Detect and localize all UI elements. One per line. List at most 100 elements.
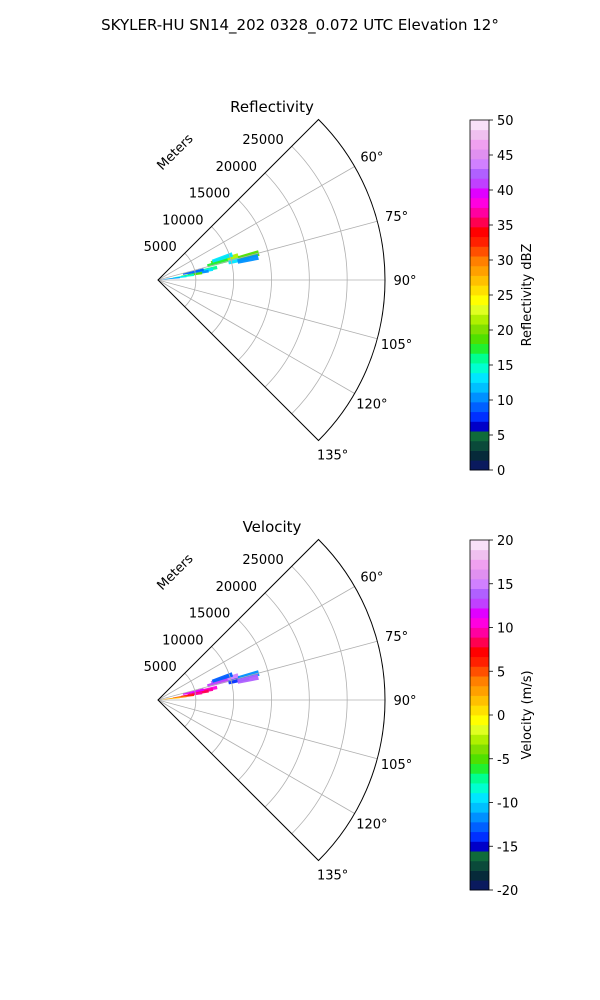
colorbar-segment <box>470 217 489 228</box>
colorbar-segment <box>470 812 489 823</box>
range-tick-label: 15000 <box>189 607 230 622</box>
colorbar-tick-label: 20 <box>497 534 514 549</box>
echo-cell <box>211 672 234 683</box>
colorbar-segment <box>470 783 489 794</box>
azimuth-tick-label: 60° <box>360 571 383 586</box>
colorbar-label: Velocity (m/s) <box>520 670 535 759</box>
colorbar-segment <box>470 401 489 413</box>
colorbar-segment <box>470 666 489 677</box>
colorbar-segment <box>470 149 489 160</box>
colorbar-segment <box>470 392 489 403</box>
colorbar-tick-label: 50 <box>497 114 514 129</box>
velocity-colorbar: -20 -15 -10 -5 0 5 10 15 20 Velocity (m/s) <box>469 534 535 899</box>
colorbar-segment <box>470 676 489 687</box>
azimuth-tick-label: 105° <box>381 758 412 773</box>
colorbar-segment <box>470 705 489 716</box>
colorbar-tick-label: 20 <box>497 324 514 339</box>
echo-cell <box>158 277 180 280</box>
colorbar-segment <box>470 265 489 276</box>
range-tick-label: 15000 <box>189 187 230 202</box>
colorbar-segment <box>470 627 489 638</box>
range-axis-label: Meters <box>155 131 197 173</box>
colorbar-segment <box>470 617 489 628</box>
azimuth-tick-label: 120° <box>356 398 387 413</box>
colorbar-segment <box>470 372 489 383</box>
echo-cell <box>158 697 180 700</box>
colorbar-segment <box>470 333 489 345</box>
azimuth-tick-label: 120° <box>356 818 387 833</box>
azimuth-tick-label: 135° <box>317 449 348 464</box>
colorbar-segment <box>470 246 489 257</box>
colorbar-segment <box>470 802 489 813</box>
colorbar-tick-label: 15 <box>497 578 514 593</box>
colorbar-segment <box>470 792 489 803</box>
echo-cell <box>182 688 204 695</box>
colorbar-tick-label: 25 <box>497 289 514 304</box>
colorbar-segment <box>470 207 489 218</box>
colorbar-segment <box>470 314 489 325</box>
colorbar-segment <box>470 343 489 354</box>
colorbar-segment <box>470 197 489 208</box>
azimuth-gridline <box>157 699 355 814</box>
azimuth-gridline <box>157 166 355 281</box>
colorbar-tick-label: 5 <box>497 665 505 680</box>
echo-cell <box>207 258 229 268</box>
colorbar-segment <box>470 724 489 735</box>
echo-cell <box>207 678 229 688</box>
colorbar-segment <box>470 324 489 335</box>
colorbar-segment <box>470 851 489 862</box>
colorbar-tick-label: 10 <box>497 394 514 409</box>
colorbar-segment <box>470 353 489 364</box>
colorbar-segment <box>470 578 489 590</box>
colorbar-tick-label: -15 <box>497 840 518 855</box>
reflectivity-colorbar: 0 5 10 15 20 25 30 35 40 45 50 Reflectivity dBZ <box>469 114 535 479</box>
colorbar-segment <box>470 695 489 706</box>
colorbar-segment <box>470 637 489 648</box>
colorbar-segment <box>470 715 489 726</box>
colorbar-segment <box>470 295 489 306</box>
range-tick-label: 10000 <box>162 213 203 228</box>
colorbar-tick-label: -5 <box>497 753 510 768</box>
colorbar-segment <box>470 168 489 179</box>
colorbar-segment <box>470 139 489 150</box>
echo-cell <box>237 674 259 684</box>
colorbar-segment <box>470 773 489 784</box>
colorbar-segment <box>470 831 489 842</box>
azimuth-gridline <box>157 220 378 281</box>
colorbar-segment <box>470 158 489 170</box>
range-axis-label: Meters <box>155 551 197 593</box>
colorbar-segment <box>470 275 489 286</box>
colorbar-segment <box>470 841 489 852</box>
azimuth-gridline <box>157 279 355 394</box>
colorbar-segment <box>470 656 489 667</box>
colorbar-segment <box>470 870 489 881</box>
colorbar-segment <box>470 598 489 609</box>
azimuth-gridline <box>157 640 378 701</box>
colorbar-tick-label: 0 <box>497 709 505 724</box>
colorbar-segment <box>470 363 489 374</box>
colorbar-tick-label: 0 <box>497 464 505 479</box>
colorbar-tick-label: 10 <box>497 622 514 637</box>
colorbar-segment <box>470 256 489 267</box>
sector-frame <box>157 118 386 442</box>
azimuth-gridline <box>157 699 378 760</box>
velocity-panel: Velocity 5000 10000 15000 20000 25000 Meters 60… <box>144 518 417 884</box>
azimuth-tick-label: 90° <box>393 274 416 289</box>
azimuth-tick-label: 90° <box>393 694 416 709</box>
colorbar-segment <box>470 431 489 442</box>
azimuth-tick-label: 105° <box>381 338 412 353</box>
colorbar-segment <box>470 860 489 871</box>
colorbar-segment <box>470 460 489 471</box>
colorbar-segment <box>470 285 489 296</box>
colorbar-segment <box>470 685 489 696</box>
azimuth-tick-label: 60° <box>360 151 383 166</box>
range-tick-label: 20000 <box>216 160 257 175</box>
colorbar-tick-label: 45 <box>497 149 514 164</box>
colorbar-tick-label: 35 <box>497 219 514 234</box>
range-tick-label: 25000 <box>242 133 283 148</box>
range-tick-label: 20000 <box>216 580 257 595</box>
colorbar-label: Reflectivity dBZ <box>520 244 535 347</box>
colorbar-segment <box>470 540 489 551</box>
azimuth-gridline <box>157 279 378 340</box>
colorbar-segment <box>470 226 489 238</box>
